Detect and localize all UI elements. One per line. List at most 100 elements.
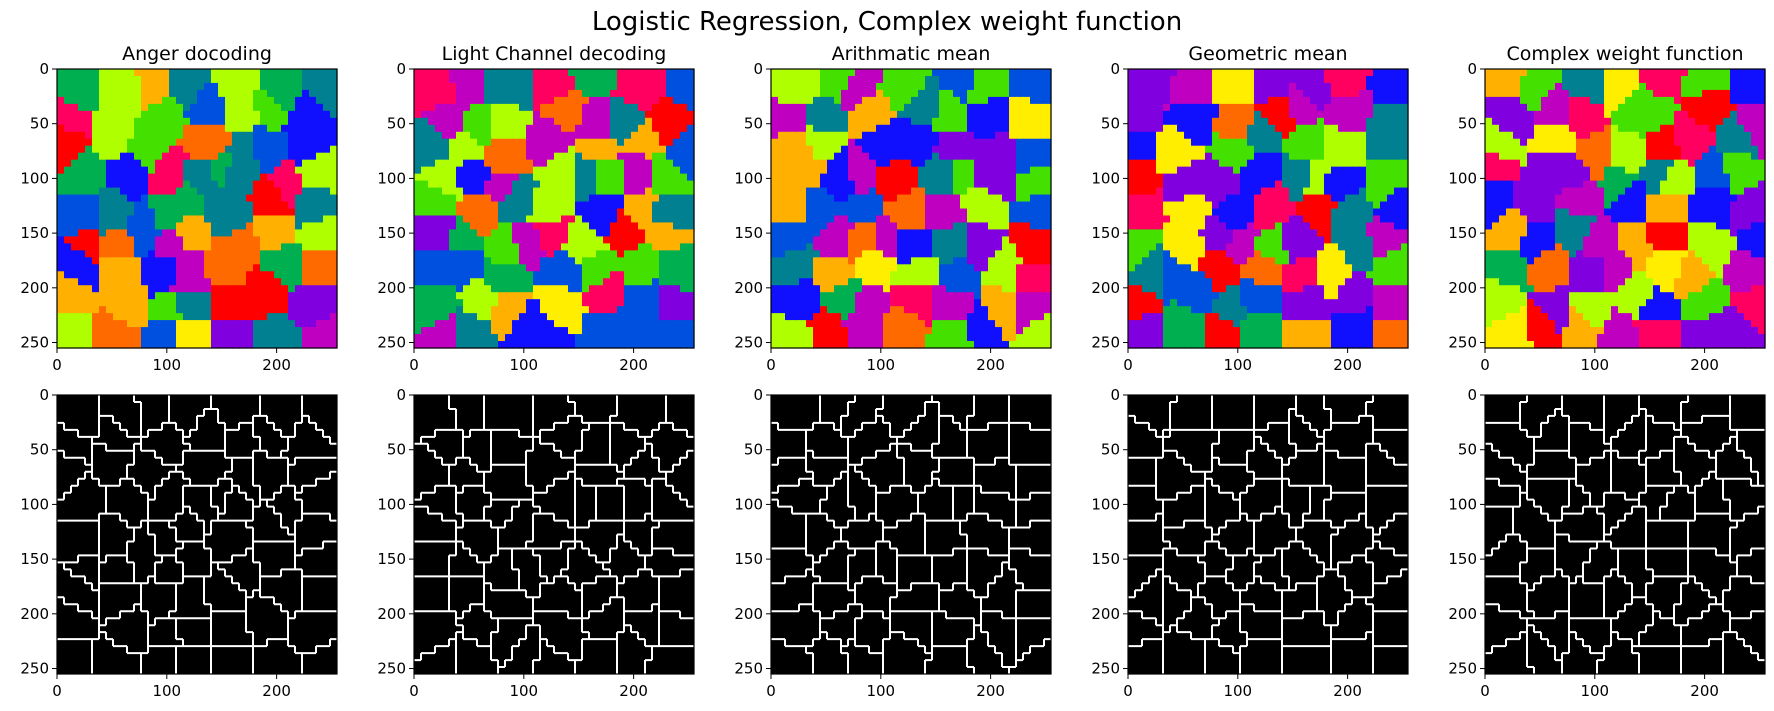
y-tick-label: 250 bbox=[20, 334, 49, 352]
segmentation-image bbox=[771, 69, 1052, 349]
x-tick-label: 200 bbox=[262, 682, 291, 700]
x-tick-label: 100 bbox=[1223, 682, 1252, 700]
y-tick-label: 50 bbox=[30, 441, 49, 459]
y-tick-label: 50 bbox=[1101, 115, 1120, 133]
axes-frame bbox=[1127, 68, 1409, 349]
x-tick-label: 0 bbox=[409, 356, 419, 374]
y-tick-label: 250 bbox=[734, 334, 763, 352]
segmentation-image bbox=[57, 69, 338, 349]
y-tick-label: 200 bbox=[377, 279, 406, 297]
x-tick-label: 0 bbox=[1123, 682, 1133, 700]
y-tick-label: 0 bbox=[753, 60, 763, 78]
subplot-6: 0 100 200 0 50 100 150 200 250 bbox=[20, 386, 338, 700]
y-tick-label: 0 bbox=[753, 386, 763, 404]
y-tick-label: 0 bbox=[39, 60, 49, 78]
y-tick-label: 250 bbox=[1091, 660, 1120, 678]
y-tick-label: 150 bbox=[20, 550, 49, 568]
y-tick-label: 50 bbox=[1458, 115, 1477, 133]
boundary-image bbox=[1128, 395, 1408, 674]
axes-frame bbox=[1484, 68, 1766, 349]
y-tick-label: 0 bbox=[1467, 386, 1477, 404]
y-tick-label: 50 bbox=[1101, 441, 1120, 459]
x-tick-label: 100 bbox=[1580, 356, 1609, 374]
y-tick-label: 50 bbox=[30, 115, 49, 133]
y-tick-label: 150 bbox=[377, 224, 406, 242]
x-tick-label: 0 bbox=[1480, 356, 1490, 374]
y-tick-label: 0 bbox=[1467, 60, 1477, 78]
y-tick-label: 150 bbox=[734, 224, 763, 242]
subplot-title: Geometric mean bbox=[1188, 43, 1347, 65]
x-tick-label: 0 bbox=[409, 682, 419, 700]
y-tick-label: 50 bbox=[744, 115, 763, 133]
subplot-3: Arithmatic mean 0 100 200 0 50 100 150 200 250 bbox=[734, 43, 1052, 374]
y-tick-label: 200 bbox=[1448, 605, 1477, 623]
x-tick-label: 100 bbox=[866, 682, 895, 700]
segmentation-image bbox=[1485, 69, 1766, 349]
x-tick-label: 200 bbox=[1333, 682, 1362, 700]
x-tick-label: 100 bbox=[1580, 682, 1609, 700]
y-tick-label: 0 bbox=[1110, 60, 1120, 78]
axes-frame bbox=[56, 68, 338, 349]
subplot-2: Light Channel decoding 0 100 200 0 50 100 150 20… bbox=[377, 43, 695, 374]
y-tick-label: 100 bbox=[20, 169, 49, 187]
y-tick-label: 0 bbox=[39, 386, 49, 404]
x-tick-label: 0 bbox=[766, 356, 776, 374]
subplot-title: Anger docoding bbox=[122, 43, 272, 65]
x-tick-label: 200 bbox=[1690, 682, 1719, 700]
axes-frame bbox=[1484, 394, 1766, 675]
y-tick-label: 100 bbox=[1091, 169, 1120, 187]
axes-frame bbox=[413, 68, 695, 349]
x-tick-label: 0 bbox=[52, 682, 62, 700]
x-tick-label: 100 bbox=[509, 356, 538, 374]
subplot-5: Complex weight function 0 100 200 0 50 100 150 2… bbox=[1448, 43, 1766, 374]
y-tick-label: 250 bbox=[734, 660, 763, 678]
y-tick-label: 0 bbox=[396, 60, 406, 78]
y-tick-label: 200 bbox=[20, 279, 49, 297]
y-tick-label: 50 bbox=[744, 441, 763, 459]
y-tick-label: 0 bbox=[1110, 386, 1120, 404]
x-tick-label: 200 bbox=[619, 682, 648, 700]
y-tick-label: 250 bbox=[377, 660, 406, 678]
y-tick-label: 250 bbox=[1091, 334, 1120, 352]
segmentation-image bbox=[414, 69, 695, 349]
axes-frame bbox=[413, 394, 695, 675]
x-tick-label: 100 bbox=[152, 682, 181, 700]
y-tick-label: 50 bbox=[1458, 441, 1477, 459]
y-tick-label: 100 bbox=[377, 169, 406, 187]
y-tick-label: 150 bbox=[1091, 224, 1120, 242]
x-tick-label: 0 bbox=[52, 356, 62, 374]
y-tick-label: 100 bbox=[734, 495, 763, 513]
y-tick-label: 250 bbox=[20, 660, 49, 678]
y-tick-label: 200 bbox=[20, 605, 49, 623]
y-tick-label: 200 bbox=[377, 605, 406, 623]
boundary-image bbox=[414, 395, 694, 674]
x-tick-label: 100 bbox=[509, 682, 538, 700]
y-tick-label: 100 bbox=[1448, 495, 1477, 513]
x-tick-label: 0 bbox=[766, 682, 776, 700]
x-tick-label: 200 bbox=[619, 356, 648, 374]
y-tick-label: 200 bbox=[1091, 605, 1120, 623]
x-tick-label: 0 bbox=[1480, 682, 1490, 700]
subplot-title: Arithmatic mean bbox=[832, 43, 991, 65]
subplot-4: Geometric mean 0 100 200 0 50 100 150 200 250 bbox=[1091, 43, 1409, 374]
boundary-image bbox=[57, 395, 337, 674]
y-tick-label: 100 bbox=[1448, 169, 1477, 187]
y-tick-label: 150 bbox=[1448, 224, 1477, 242]
subplot-9: 0 100 200 0 50 100 150 200 250 bbox=[1091, 386, 1409, 700]
boundary-image bbox=[1485, 395, 1765, 674]
y-tick-label: 150 bbox=[1091, 550, 1120, 568]
y-tick-label: 0 bbox=[396, 386, 406, 404]
x-tick-label: 200 bbox=[1333, 356, 1362, 374]
y-tick-label: 250 bbox=[1448, 660, 1477, 678]
x-tick-label: 100 bbox=[152, 356, 181, 374]
subplot-10: 0 100 200 0 50 100 150 200 250 bbox=[1448, 386, 1766, 700]
y-tick-label: 200 bbox=[734, 279, 763, 297]
y-tick-label: 250 bbox=[377, 334, 406, 352]
y-tick-label: 100 bbox=[1091, 495, 1120, 513]
subplot-title: Light Channel decoding bbox=[442, 43, 667, 65]
y-tick-label: 150 bbox=[377, 550, 406, 568]
y-tick-label: 200 bbox=[1448, 279, 1477, 297]
y-tick-label: 50 bbox=[387, 441, 406, 459]
x-tick-label: 200 bbox=[976, 356, 1005, 374]
